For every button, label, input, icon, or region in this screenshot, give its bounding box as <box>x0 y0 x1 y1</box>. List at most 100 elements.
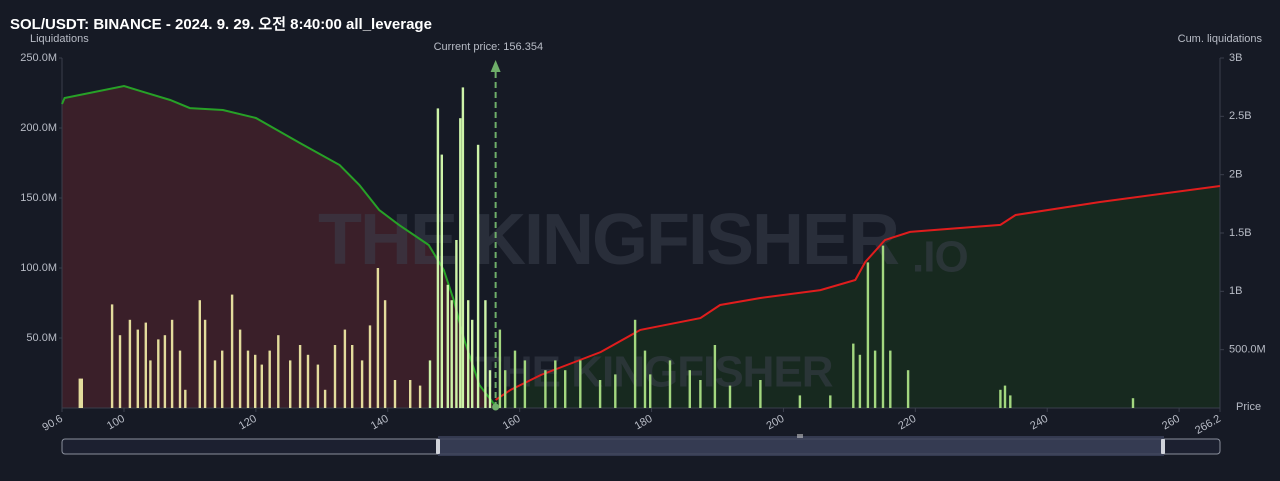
liquidation-bar <box>184 389 187 408</box>
y2-tick-label: 2B <box>1229 169 1242 181</box>
liquidation-bar <box>649 374 652 408</box>
liquidation-bar <box>699 380 702 408</box>
scroll-window[interactable] <box>438 436 1164 456</box>
current-price-arrow <box>490 60 501 72</box>
cumulative-line <box>495 185 1221 401</box>
watermark: THE KINGFISHER <box>475 348 833 397</box>
liquidation-bar <box>579 360 582 408</box>
y2-tick-label: 1.5B <box>1229 227 1252 239</box>
liquidation-bar <box>203 319 207 408</box>
liquidation-bar <box>254 354 257 408</box>
liquidation-bar <box>476 144 480 409</box>
liquidation-bar <box>484 300 487 408</box>
liquidation-bar <box>759 380 762 408</box>
liquidation-bar <box>198 300 201 408</box>
scroll-handle[interactable] <box>436 439 440 454</box>
liquidation-bar <box>316 364 320 408</box>
liquidation-bar <box>459 118 462 408</box>
liquidation-bar <box>80 378 83 408</box>
liquidation-bar <box>289 360 292 408</box>
liquidation-bar <box>136 329 139 408</box>
liquidation-bar <box>455 240 458 408</box>
liquidation-bar <box>450 300 453 408</box>
liquidation-bar <box>170 319 174 408</box>
liquidation-bar <box>118 335 122 408</box>
liquidation-bar <box>383 300 387 408</box>
liquidation-bar <box>1003 385 1007 408</box>
liquidation-bar <box>504 370 507 408</box>
liquidation-bar <box>544 370 547 408</box>
liquidation-bar <box>351 345 354 408</box>
liquidation-bar <box>598 380 602 408</box>
liquidation-bar <box>471 319 474 408</box>
liquidation-bar <box>1009 395 1012 408</box>
liquidation-bar <box>881 245 885 408</box>
liquidation-bar <box>614 374 617 408</box>
y-tick-label: 200.0M <box>20 122 57 134</box>
liquidation-bar <box>376 268 380 408</box>
liquidation-bar <box>554 360 557 408</box>
liquidation-bar <box>467 300 470 408</box>
current-price-label: Current price: 156.354 <box>434 41 543 53</box>
liquidation-bar <box>323 389 327 408</box>
scrollbar[interactable] <box>61 434 1221 456</box>
liquidation-bar <box>306 354 310 408</box>
liquidation-bar <box>418 385 422 408</box>
liquidation-bar <box>238 329 242 408</box>
liquidation-bar <box>488 370 492 408</box>
y-tick-label: 250.0M <box>20 52 57 64</box>
liquidation-bar <box>436 108 440 409</box>
liquidation-bar <box>643 350 647 408</box>
liquidation-bar <box>128 319 132 408</box>
liquidation-bar <box>157 339 160 408</box>
liquidation-bar <box>866 262 870 408</box>
y2-tick-label: 500.0M <box>1229 344 1266 356</box>
liquidation-bar <box>409 380 412 408</box>
y2-tick-label: 1B <box>1229 285 1242 297</box>
liquidation-bar <box>298 345 302 408</box>
liquidation-bar <box>213 360 217 408</box>
cumulative-area <box>495 186 1221 408</box>
liquidation-bar <box>144 322 147 408</box>
liquidation-bar <box>428 360 432 408</box>
liquidation-bar <box>246 350 250 408</box>
liquidation-bar <box>230 294 234 408</box>
liquidation-bar <box>268 350 271 408</box>
liquidation-bar <box>668 360 672 408</box>
liquidation-bar <box>343 329 347 408</box>
liquidation-bar <box>110 304 114 408</box>
y2-axis-label: Cum. liquidations <box>1178 33 1263 45</box>
liquidation-bar <box>633 319 637 408</box>
liquidation-bar <box>178 350 182 408</box>
chart-title: SOL/USDT: BINANCE - 2024. 9. 29. 오전 8:40… <box>10 16 432 33</box>
liquidation-bar <box>260 364 263 408</box>
liquidation-bar <box>461 87 465 409</box>
liquidation-bar <box>852 343 855 408</box>
liquidation-bar <box>277 335 280 408</box>
liquidation-bar <box>906 370 910 408</box>
liquidation-bar <box>523 360 527 408</box>
liquidation-bar <box>360 360 364 408</box>
y-tick-label: 100.0M <box>20 262 57 274</box>
liquidation-bar <box>798 395 802 408</box>
cumulative-area <box>62 86 496 408</box>
liquidation-bar <box>440 154 443 408</box>
liquidation-bar <box>713 345 717 408</box>
scroll-handle[interactable] <box>1161 439 1165 454</box>
liquidation-bar <box>393 380 397 408</box>
liquidation-bar <box>163 335 167 408</box>
liquidation-bar <box>333 345 337 408</box>
y2-tick-label: 2.5B <box>1229 110 1252 122</box>
liquidation-bar <box>873 350 877 408</box>
y-tick-label: 150.0M <box>20 192 57 204</box>
liquidation-bar <box>829 395 832 408</box>
watermark: THE KINGFISHER <box>318 200 899 280</box>
liquidation-bar <box>368 325 372 408</box>
liquidation-bar <box>889 350 892 408</box>
y-axis-label: Liquidations <box>30 33 89 45</box>
liquidation-bar <box>78 378 81 408</box>
current-price-dot <box>492 403 500 411</box>
liquidation-bar <box>1131 398 1135 408</box>
liquidation-bar <box>149 360 152 408</box>
liquidation-bar <box>688 370 691 408</box>
